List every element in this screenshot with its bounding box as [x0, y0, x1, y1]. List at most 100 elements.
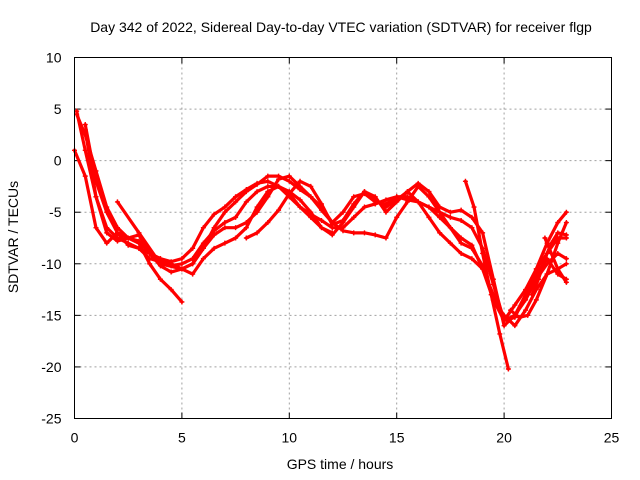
- data-point: [488, 292, 494, 298]
- data-point: [233, 194, 239, 200]
- data-point: [211, 232, 217, 238]
- data-point: [276, 183, 282, 189]
- data-point: [254, 181, 260, 187]
- data-point: [383, 204, 389, 210]
- data-point: [82, 127, 88, 133]
- data-point: [190, 261, 196, 267]
- data-point: [297, 183, 303, 189]
- data-point: [480, 250, 486, 256]
- data-point: [372, 197, 378, 203]
- data-point: [136, 245, 142, 251]
- data-point: [286, 173, 292, 179]
- data-point: [351, 194, 357, 200]
- data-point: [447, 225, 453, 231]
- data-point: [286, 191, 292, 197]
- data-point: [104, 209, 110, 215]
- data-point: [415, 180, 421, 186]
- chart-title: Day 342 of 2022, Sidereal Day-to-day VTE…: [90, 19, 592, 35]
- data-point: [508, 307, 514, 313]
- data-point: [125, 240, 131, 246]
- data-point: [447, 214, 453, 220]
- axis-ticks: [74, 57, 612, 419]
- data-point: [523, 307, 529, 313]
- data-point: [383, 197, 389, 203]
- data-point: [233, 214, 239, 220]
- data-point: [351, 230, 357, 236]
- data-point: [404, 199, 410, 205]
- y-tick-label: 10: [46, 50, 62, 66]
- data-point: [136, 230, 142, 236]
- plot-frame: [74, 57, 612, 419]
- data-point: [190, 271, 196, 277]
- data-point: [533, 271, 539, 277]
- data-point: [286, 178, 292, 184]
- data-point: [233, 225, 239, 231]
- data-point: [297, 204, 303, 210]
- data-point: [462, 178, 468, 184]
- data-point: [394, 214, 400, 220]
- data-point: [200, 245, 206, 251]
- data-point: [563, 261, 569, 267]
- data-point: [329, 232, 335, 238]
- data-point: [394, 197, 400, 203]
- data-point: [222, 225, 228, 231]
- data-point: [469, 225, 475, 231]
- data-point: [563, 279, 569, 285]
- x-tick-label: 25: [604, 430, 620, 446]
- data-point: [104, 225, 110, 231]
- data-point: [535, 276, 541, 282]
- data-point: [179, 261, 185, 267]
- data-point: [222, 220, 228, 226]
- data-point: [471, 204, 477, 210]
- data-point: [168, 287, 174, 293]
- data-point: [563, 220, 569, 226]
- data-point: [437, 230, 443, 236]
- data-point: [426, 189, 432, 195]
- x-tick-label: 20: [496, 430, 512, 446]
- data-point: [497, 331, 503, 337]
- series-line: [543, 236, 568, 284]
- data-point: [114, 235, 120, 241]
- data-point: [200, 256, 206, 262]
- data-point: [276, 207, 282, 213]
- data-point: [93, 194, 99, 200]
- data-point: [555, 250, 561, 256]
- data-point: [319, 201, 325, 207]
- x-tick-label: 5: [178, 430, 186, 446]
- data-point: [525, 312, 531, 318]
- data-point: [490, 276, 496, 282]
- data-point: [505, 366, 511, 372]
- data-point: [82, 173, 88, 179]
- data-point: [426, 204, 432, 210]
- data-point: [542, 235, 548, 241]
- data-point: [168, 269, 174, 275]
- y-tick-label: -15: [41, 307, 61, 323]
- data-point: [308, 209, 314, 215]
- data-point: [469, 245, 475, 251]
- x-tick-label: 0: [71, 430, 79, 446]
- data-point: [179, 266, 185, 272]
- data-point: [136, 238, 142, 244]
- data-point: [82, 147, 88, 153]
- data-point: [458, 207, 464, 213]
- data-point: [104, 230, 110, 236]
- data-point: [329, 222, 335, 228]
- series-track-11: [529, 230, 569, 298]
- data-point: [104, 240, 110, 246]
- data-point: [361, 230, 367, 236]
- data-point: [501, 323, 507, 329]
- data-point: [447, 209, 453, 215]
- data-point: [179, 256, 185, 262]
- y-axis-label: SDTVAR / TECUs: [5, 181, 21, 293]
- data-point: [563, 256, 569, 262]
- data-point: [114, 199, 120, 205]
- data-point: [265, 220, 271, 226]
- data-series: [72, 108, 569, 372]
- data-point: [222, 240, 228, 246]
- data-point: [437, 204, 443, 210]
- data-point: [548, 240, 554, 246]
- data-point: [563, 209, 569, 215]
- data-point: [542, 256, 548, 262]
